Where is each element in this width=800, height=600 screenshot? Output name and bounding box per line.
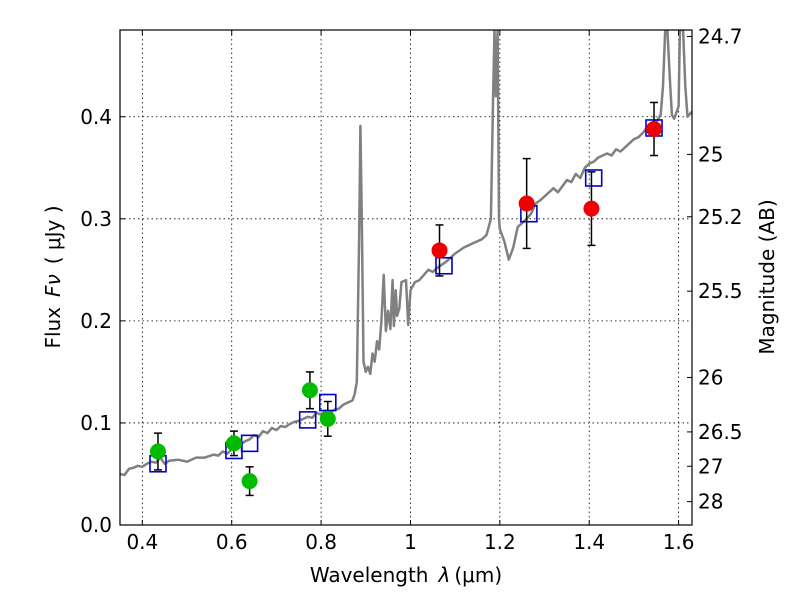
optical-data-point — [149, 443, 166, 460]
mag-tick-label: 25 — [698, 142, 723, 166]
mag-tick-label: 25.5 — [698, 279, 743, 303]
mag-tick-label: 27 — [698, 454, 723, 478]
y-axis-label: FluxFν( μJy ) — [41, 205, 65, 348]
optical-data-point — [301, 382, 318, 399]
mag-tick-label: 28 — [698, 490, 723, 514]
optical-data-point — [319, 410, 336, 427]
nir-data-point — [431, 242, 448, 259]
template-spectrum-line — [120, 30, 692, 477]
y-tick-label: 0.2 — [80, 309, 112, 333]
nir-data-point — [518, 195, 535, 212]
y-tick-label: 0.4 — [80, 105, 112, 129]
plot-area — [120, 30, 692, 497]
y2-axis-label: Magnitude (AB) — [755, 199, 779, 354]
nir-data-point — [583, 200, 600, 217]
x-tick-label: 0.4 — [126, 530, 158, 554]
optical-data-point — [241, 473, 258, 490]
model-square-marker — [584, 169, 603, 187]
optical-data-point — [225, 435, 242, 452]
x-tick-label: 1.2 — [484, 530, 516, 554]
y-tick-label: 0.3 — [80, 207, 112, 231]
model-square-marker — [435, 256, 453, 275]
model-square-marker — [298, 411, 317, 429]
mag-tick-label: 25.2 — [698, 205, 743, 229]
y-tick-label: 0.1 — [80, 411, 112, 435]
x-tick-label: 1.4 — [573, 530, 605, 554]
y-tick-label: 0.0 — [80, 513, 112, 537]
x-tick-label: 1 — [404, 530, 417, 554]
x-tick-label: 1.6 — [663, 530, 695, 554]
mag-tick-label: 26.5 — [698, 420, 743, 444]
x-tick-label: 0.8 — [305, 530, 337, 554]
x-axis-label: Wavelength λ (μm) — [310, 563, 502, 587]
axis-ticks: 0.4 0.6 0.8 1 1.2 1.4 1.6 0.0 0.1 0.2 0.3 0.4 24.7 25… — [80, 24, 742, 554]
plot-frame — [119, 29, 693, 526]
mag-tick-label: 24.7 — [698, 24, 743, 48]
mag-tick-label: 26 — [698, 365, 723, 389]
nir-data-point — [646, 121, 663, 137]
x-tick-label: 0.6 — [216, 530, 248, 554]
